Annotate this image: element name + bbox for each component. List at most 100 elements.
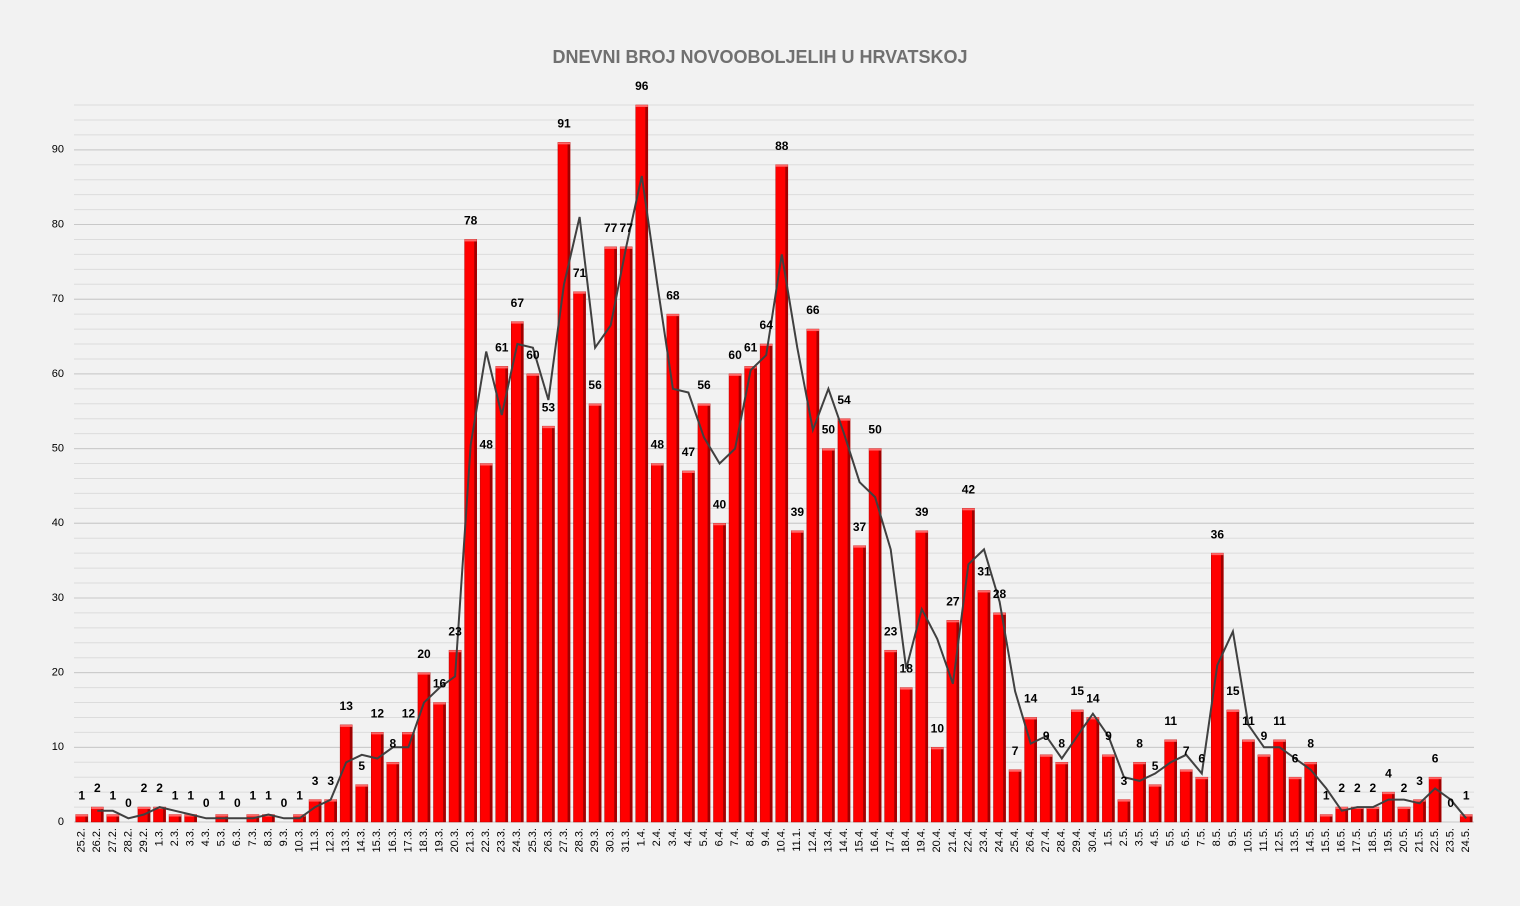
bar-top <box>1257 754 1271 757</box>
bar-group <box>1055 762 1069 823</box>
bar-top <box>760 344 773 346</box>
value-label: 42 <box>962 482 976 496</box>
x-tick-label: 2.5. <box>1118 828 1130 846</box>
bar-side <box>598 403 602 822</box>
bar-top <box>402 732 415 735</box>
bar-top <box>946 620 959 623</box>
bar-side <box>443 702 446 822</box>
bar-group <box>837 418 851 823</box>
value-label: 1 <box>172 789 179 803</box>
value-label: 37 <box>853 520 867 534</box>
bar-top <box>480 463 493 466</box>
value-label: 9 <box>1043 729 1050 743</box>
value-label: 1 <box>1323 789 1330 803</box>
bar-group <box>915 530 929 823</box>
bar-group <box>868 448 882 823</box>
x-tick-label: 4.5. <box>1149 828 1161 846</box>
x-tick-label: 8.4. <box>745 828 757 846</box>
bar-top <box>1226 709 1239 712</box>
bar-group <box>635 104 649 823</box>
x-tick-label: 25.2. <box>76 828 88 852</box>
value-label: 78 <box>464 214 478 228</box>
bar-top <box>1024 717 1037 720</box>
bar-top <box>1242 739 1255 742</box>
x-tick-label: 14.5. <box>1305 828 1317 852</box>
x-tick-label: 3.4. <box>667 828 679 846</box>
bar-top <box>246 814 259 817</box>
x-tick-label: 2.3. <box>169 828 181 846</box>
bar-group <box>619 246 633 823</box>
value-label: 2 <box>141 781 148 795</box>
bar-side <box>816 329 819 822</box>
x-tick-label: 7.5. <box>1196 828 1208 846</box>
bar-side <box>1189 769 1193 822</box>
value-label: 14 <box>1024 692 1038 706</box>
bar-top <box>1040 754 1053 757</box>
x-tick-label: 6.4. <box>713 828 725 846</box>
x-tick-label: 21.5. <box>1413 828 1425 852</box>
value-label: 11 <box>1242 714 1255 728</box>
bar-group <box>402 732 415 823</box>
bar-group <box>1195 776 1209 823</box>
bar-group <box>899 687 913 823</box>
bar-side <box>1329 814 1333 822</box>
value-label: 16 <box>433 677 447 691</box>
y-tick-label: 30 <box>52 592 64 604</box>
value-label: 0 <box>125 796 132 810</box>
bar-top <box>417 672 431 675</box>
value-label: 8 <box>1058 736 1065 750</box>
x-tick-label: 20.5. <box>1398 828 1410 852</box>
bar-group <box>666 313 680 823</box>
bar-top <box>682 470 695 473</box>
bar-group <box>1304 762 1317 823</box>
x-tick-label: 13.4. <box>822 828 834 852</box>
bar-group <box>1366 806 1380 823</box>
bar-side <box>738 373 742 822</box>
value-label: 47 <box>682 445 696 459</box>
x-tick-label: 24.3. <box>511 828 523 852</box>
x-tick-label: 7.3. <box>247 828 259 846</box>
bar-side <box>520 321 524 822</box>
bar-side <box>863 545 866 822</box>
value-label: 64 <box>760 318 774 332</box>
bar-group <box>371 732 384 823</box>
bar-group <box>1148 784 1162 823</box>
x-tick-label: 5.5. <box>1165 828 1177 846</box>
bar-top <box>744 366 757 369</box>
value-label: 1 <box>265 789 272 803</box>
x-tick-label: 10.5. <box>1242 828 1254 852</box>
bar-group <box>853 545 866 823</box>
value-label: 3 <box>312 774 319 788</box>
x-tick-label: 3.3. <box>185 828 197 846</box>
x-tick-label: 6.3. <box>231 828 243 846</box>
bar-top <box>511 321 524 324</box>
bar-top <box>977 590 991 593</box>
x-tick-label: 26.3. <box>542 828 554 852</box>
x-tick-label: 10.3. <box>293 828 305 852</box>
x-tick-label: 1.4. <box>636 828 648 846</box>
value-label: 36 <box>1211 527 1225 541</box>
bar-group <box>168 814 182 823</box>
x-tick-label: 3.5. <box>1133 828 1145 846</box>
value-label: 53 <box>542 400 556 414</box>
value-label: 7 <box>1183 744 1190 758</box>
value-label: 61 <box>744 341 758 355</box>
bar-group <box>339 724 353 823</box>
bar-group <box>1211 552 1224 823</box>
bar-group <box>1413 799 1426 823</box>
x-tick-label: 17.4. <box>885 828 897 852</box>
value-label: 2 <box>94 781 101 795</box>
bar-group <box>759 343 773 823</box>
value-label: 71 <box>573 266 587 280</box>
x-tick-label: 6.5. <box>1180 828 1192 846</box>
value-label: 88 <box>775 139 789 153</box>
bar-side <box>1360 807 1364 822</box>
x-tick-label: 11.1. <box>791 828 803 852</box>
bar-side <box>474 239 477 822</box>
bar-side <box>380 732 384 822</box>
bar-top <box>604 246 617 249</box>
y-tick-label: 40 <box>52 517 64 529</box>
value-label: 61 <box>495 341 509 355</box>
bar-group <box>651 463 664 823</box>
bar-top <box>386 762 399 765</box>
